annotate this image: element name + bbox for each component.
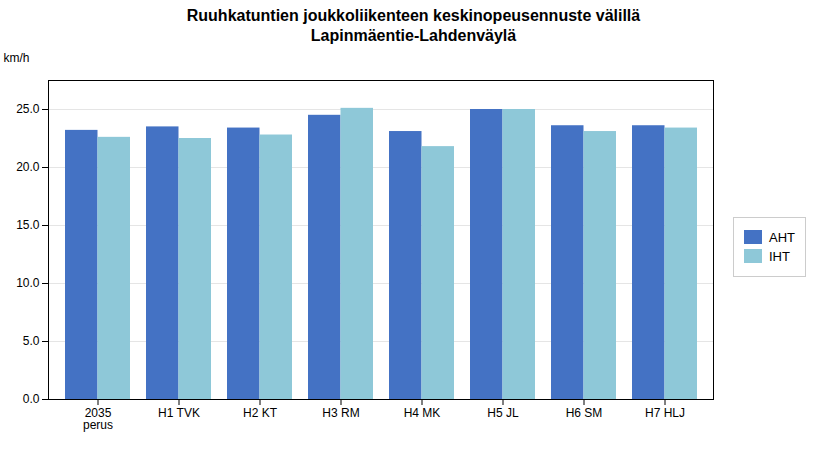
html-text:IHT: IHT — [769, 248, 790, 264]
svg-text:5.0: 5.0 — [23, 334, 40, 348]
svg-text:H4 MK: H4 MK — [404, 406, 441, 420]
svg-text:15.0: 15.0 — [16, 218, 40, 232]
svg-text:km/h: km/h — [4, 51, 30, 65]
svg-text:H5 JL: H5 JL — [487, 406, 519, 420]
svg-text:H6 SM: H6 SM — [566, 406, 603, 420]
html-text:AHT: AHT — [769, 229, 795, 245]
svg-text:H3 RM: H3 RM — [322, 406, 359, 420]
svg-text:10.0: 10.0 — [16, 276, 40, 290]
svg-text:H1 TVK: H1 TVK — [158, 406, 200, 420]
svg-text:20.0: 20.0 — [16, 160, 40, 174]
svg-text:25.0: 25.0 — [16, 102, 40, 116]
svg-text:H2 KT: H2 KT — [243, 406, 278, 420]
svg-text:H7 HLJ: H7 HLJ — [645, 406, 685, 420]
html-text:Ruuhkatuntien joukkoliikenteen: Ruuhkatuntien joukkoliikenteen keskinope… — [186, 7, 641, 44]
svg-text:2035perus: 2035perus — [83, 406, 113, 432]
svg-text:0.0: 0.0 — [23, 392, 40, 406]
